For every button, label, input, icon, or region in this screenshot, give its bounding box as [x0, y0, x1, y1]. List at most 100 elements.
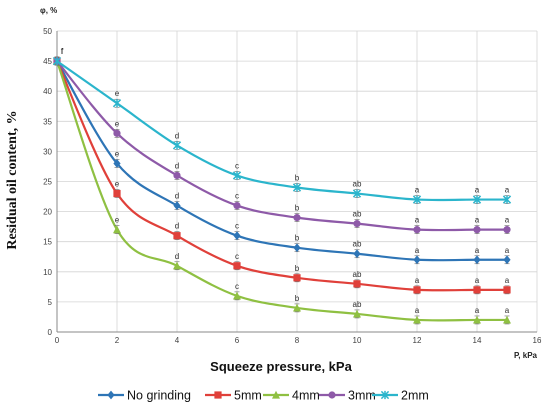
series-no-grinding: [53, 56, 511, 265]
data-point: [503, 315, 511, 324]
significance-letter: d: [175, 222, 179, 231]
legend-label: 2mm: [401, 389, 429, 403]
data-point: [233, 231, 241, 241]
x-tick-label: 10: [353, 336, 362, 345]
significance-letter: f: [61, 47, 64, 56]
legend-marker: [214, 391, 222, 399]
x-tick-label: 16: [533, 336, 542, 345]
significance-letter: a: [505, 276, 510, 285]
data-point: [473, 286, 481, 294]
data-point: [502, 195, 512, 204]
data-point: [503, 255, 511, 265]
significance-letter: e: [115, 180, 120, 189]
series-line: [56, 60, 507, 232]
data-point: [173, 261, 181, 270]
x-tick-label: 6: [235, 336, 240, 345]
significance-letter: a: [475, 246, 480, 255]
data-point: [233, 201, 241, 210]
series-3mm: [53, 56, 511, 234]
legend-label: No grinding: [127, 389, 191, 403]
legend-marker: [380, 390, 390, 400]
data-point: [293, 214, 301, 222]
data-point: [413, 286, 421, 294]
data-point: [173, 171, 181, 180]
data-point: [293, 274, 301, 282]
series-5mm: [53, 56, 511, 295]
significance-letter: f: [61, 47, 64, 56]
significance-letter: a: [475, 186, 480, 195]
data-point: [353, 309, 361, 318]
significance-letter: e: [115, 89, 120, 98]
data-point: [413, 226, 421, 234]
significance-letter: a: [505, 216, 510, 225]
significance-letter: f: [61, 47, 64, 56]
significance-letter: ab: [353, 270, 362, 279]
significance-letter: b: [295, 264, 300, 273]
data-point: [412, 195, 422, 204]
data-point: [173, 232, 181, 240]
significance-letter: f: [61, 47, 64, 56]
significance-letter: b: [295, 234, 300, 243]
significance-letter: c: [235, 192, 239, 201]
significance-letter: a: [415, 246, 420, 255]
legend-label: 4mm: [292, 389, 320, 403]
significance-letter: ab: [353, 210, 362, 219]
significance-labels: fffffeeeeedddddcccccbbbbbabababababaaaaa…: [61, 47, 510, 315]
significance-letter: c: [235, 161, 239, 170]
significance-letter: ab: [353, 240, 362, 249]
data-point: [233, 262, 241, 270]
significance-letter: a: [415, 306, 420, 315]
data-point: [52, 56, 62, 66]
legend-marker: [328, 391, 336, 399]
series-line: [56, 60, 507, 202]
data-point: [232, 171, 242, 180]
series-line: [55, 60, 507, 292]
significance-letter: a: [415, 186, 420, 195]
significance-letter: f: [61, 47, 64, 56]
data-point: [293, 303, 301, 312]
legend-item: 4mm: [263, 389, 320, 403]
y-tick-label: 10: [43, 268, 52, 277]
y-tick-label: 25: [43, 178, 52, 187]
y-tick-label: 45: [43, 57, 52, 66]
data-point: [472, 195, 482, 204]
data-point: [353, 220, 361, 228]
y-tick-label: 50: [43, 27, 52, 36]
legend-marker: [107, 390, 115, 400]
data-point: [293, 243, 301, 253]
data-point: [473, 226, 481, 234]
data-point: [113, 189, 121, 198]
significance-letter: a: [475, 216, 480, 225]
x-tick-label: 8: [295, 336, 300, 345]
x-axis-title: Squeeze pressure, kPa: [210, 359, 352, 374]
significance-letter: ab: [353, 180, 362, 189]
significance-letter: a: [505, 246, 510, 255]
significance-letter: c: [235, 282, 239, 291]
legend-label: 3mm: [348, 389, 376, 403]
legend-item: 2mm: [372, 389, 429, 403]
series-2mm: [52, 56, 512, 204]
significance-letter: d: [175, 192, 179, 201]
data-point: [113, 225, 121, 234]
legend-label: 5mm: [234, 389, 262, 403]
significance-letter: e: [115, 216, 120, 225]
data-point: [113, 129, 121, 137]
legend: No grinding 5mm 4mm 3mm 2mm: [98, 389, 429, 403]
y-tick-label: 5: [48, 298, 53, 307]
y-tick-label: 0: [48, 328, 53, 337]
y-tick-label: 30: [43, 147, 52, 156]
data-point: [173, 201, 181, 210]
significance-letter: a: [475, 276, 480, 285]
legend-marker: [272, 390, 280, 399]
data-point: [292, 183, 302, 192]
series-layer: [52, 56, 512, 325]
data-point: [413, 315, 421, 324]
significance-letter: a: [415, 276, 420, 285]
significance-letter: d: [175, 252, 179, 261]
tick-labels: 0 5 10 15 20 25 30 35 40 45 50 0 2 4 6 8 10 12 14 16: [43, 27, 542, 345]
significance-letter: c: [235, 252, 239, 261]
significance-letter: a: [415, 216, 420, 225]
significance-letter: e: [115, 149, 120, 158]
y-tick-label: 40: [43, 87, 52, 96]
